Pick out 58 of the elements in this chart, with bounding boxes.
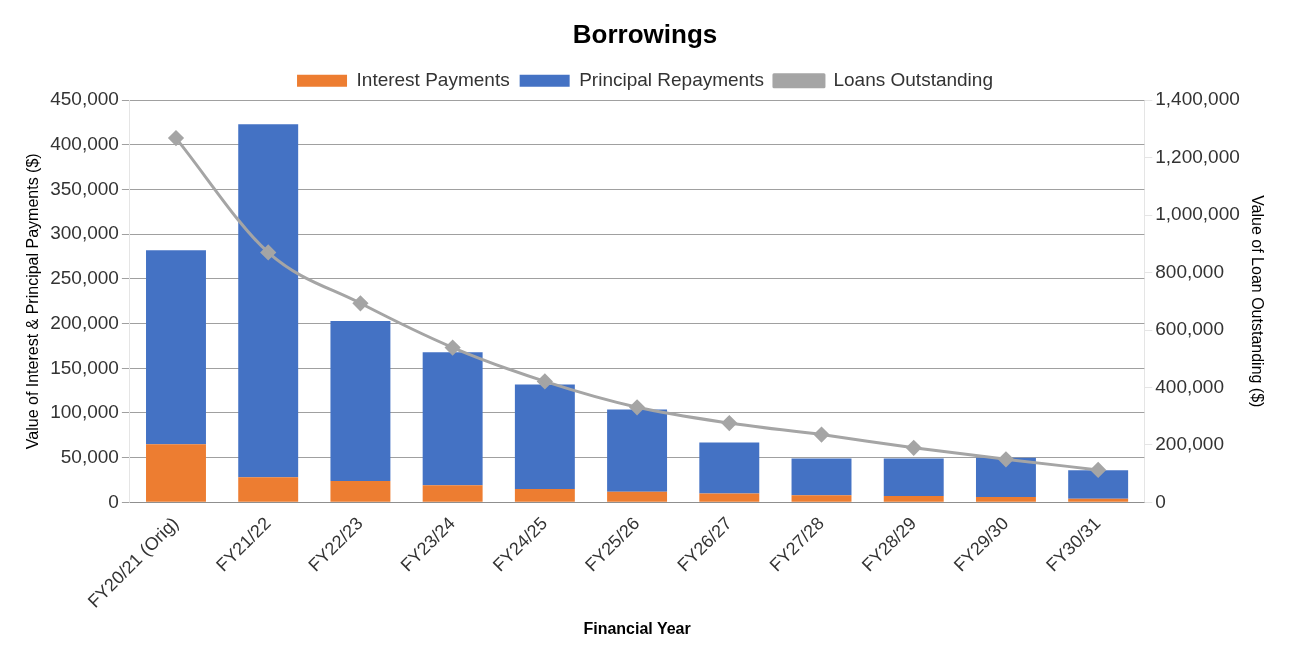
- bar: [514, 488, 575, 502]
- bar: [883, 458, 944, 497]
- bar: [146, 444, 206, 502]
- chart-title: Borrowings: [572, 18, 718, 49]
- point: [629, 399, 645, 415]
- point: [814, 427, 830, 443]
- bar: [699, 493, 760, 502]
- bar: [791, 495, 852, 502]
- y-tick-label: 150,000: [50, 356, 119, 378]
- bar: [883, 496, 944, 502]
- y-tick-label: 400,000: [50, 133, 119, 155]
- bar: [330, 480, 391, 502]
- y2-tick-label: 800,000: [1155, 260, 1224, 282]
- y2-axis-title: Value of Loan Outstanding ($): [1248, 195, 1266, 408]
- y2-tick-label: 600,000: [1155, 318, 1224, 340]
- point: [998, 451, 1014, 467]
- point: [721, 415, 737, 431]
- y2-tick-label: 400,000: [1155, 375, 1224, 397]
- y-tick-label: 0: [108, 490, 119, 512]
- bar: [699, 442, 760, 494]
- bar: [1068, 470, 1129, 499]
- bar: [607, 409, 668, 492]
- y-tick-label: 300,000: [50, 222, 119, 244]
- y-tick-label: 350,000: [50, 177, 119, 199]
- bar: [238, 124, 299, 478]
- point: [445, 340, 461, 356]
- y-tick-label: 450,000: [50, 88, 119, 110]
- bar: [422, 485, 483, 502]
- y2-tick-label: 1,400,000: [1155, 88, 1240, 110]
- y-axis-title: Value of Interest & Principal Payments ($): [24, 153, 42, 450]
- bar: [514, 384, 575, 489]
- legend-label: Loans Outstanding: [833, 68, 993, 90]
- point: [168, 130, 184, 146]
- legend-label: Principal Repayments: [579, 68, 764, 90]
- bar: [422, 352, 483, 486]
- y-tick-label: 100,000: [50, 401, 119, 423]
- bar: [146, 250, 206, 445]
- y2-tick-label: 200,000: [1155, 433, 1224, 455]
- point: [537, 373, 553, 389]
- y-tick-label: 50,000: [60, 445, 119, 467]
- bar: [791, 458, 852, 496]
- point: [906, 440, 922, 456]
- y2-tick-label: 1,000,000: [1155, 203, 1240, 225]
- point: [1090, 462, 1106, 478]
- y2-tick-label: 0: [1155, 490, 1166, 512]
- x-axis-title: Financial Year: [583, 619, 691, 637]
- bar: [975, 496, 1036, 502]
- y2-tick-label: 1,200,000: [1155, 145, 1240, 167]
- bar: [607, 491, 668, 502]
- bar: [330, 320, 391, 481]
- legend-label: Interest Payments: [356, 68, 510, 90]
- bar: [1068, 498, 1129, 502]
- bar: [975, 457, 1036, 497]
- y-tick-label: 250,000: [50, 267, 119, 289]
- y-tick-label: 200,000: [50, 311, 119, 333]
- bar: [238, 477, 299, 502]
- point: [260, 244, 276, 260]
- point: [352, 295, 368, 311]
